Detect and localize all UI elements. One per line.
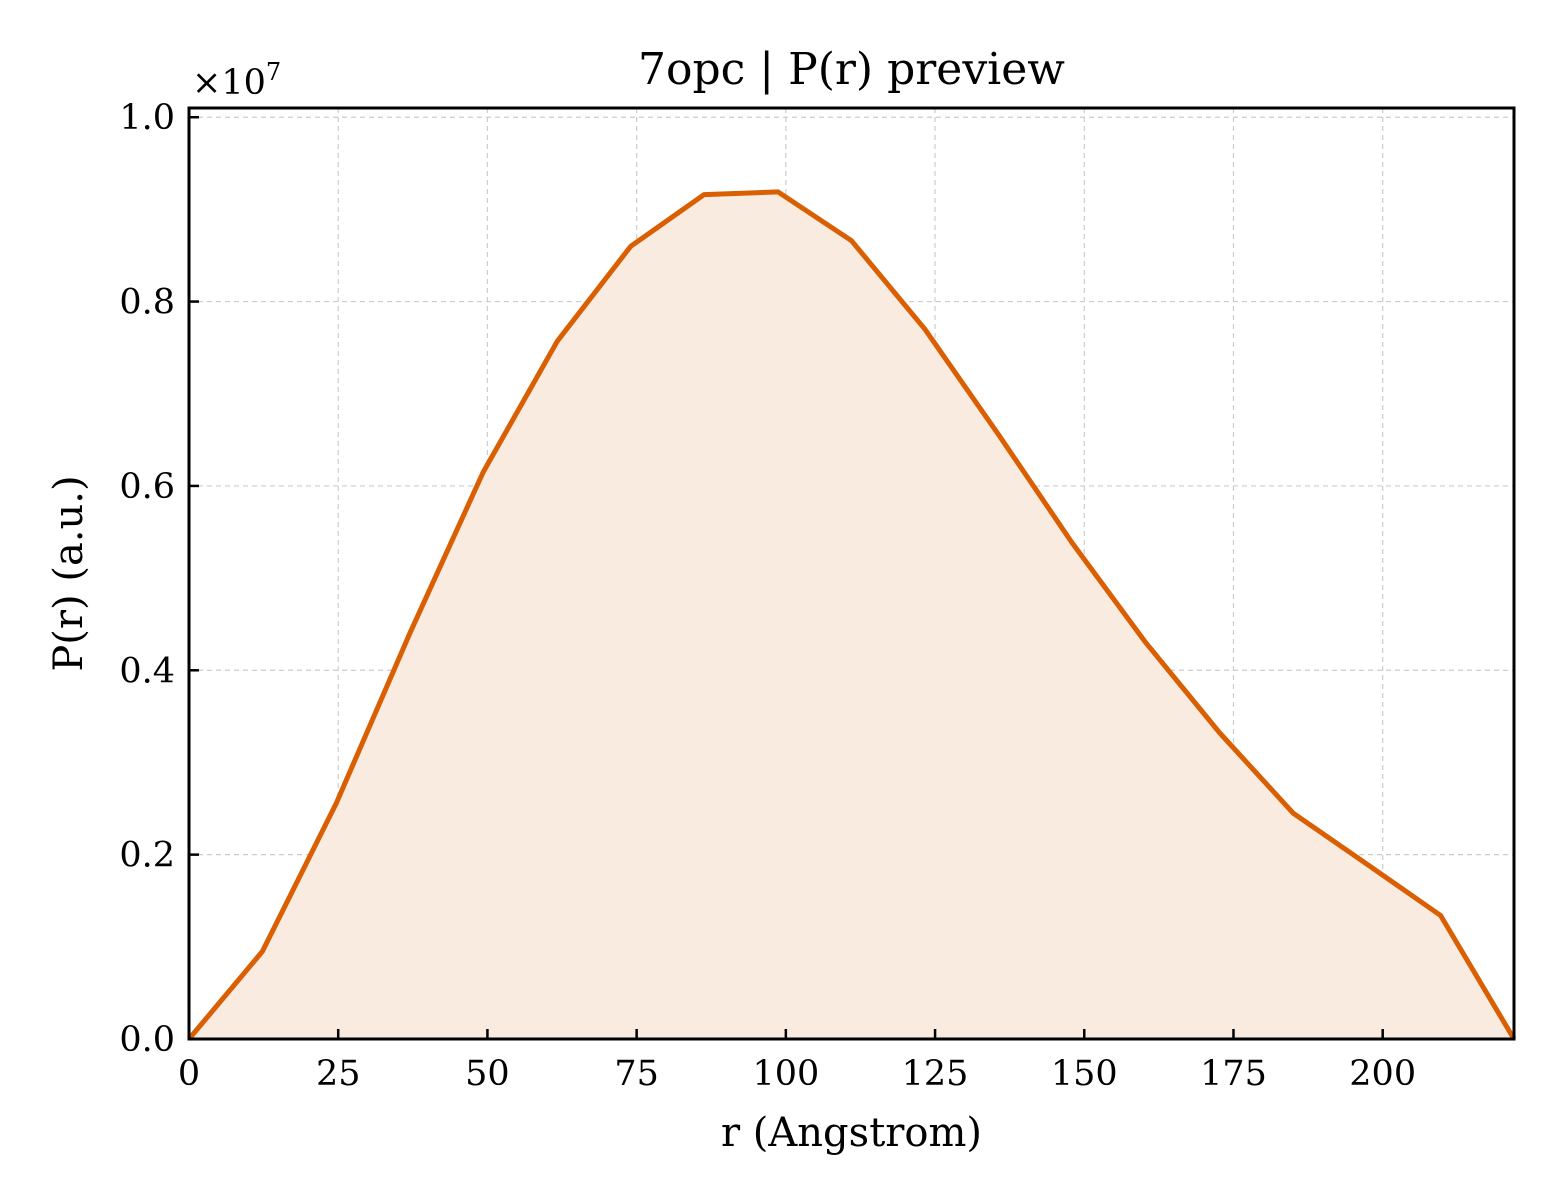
x-tick-label: 150	[1051, 1054, 1118, 1094]
plot-frame	[187, 106, 1516, 1041]
y-offset-exponent: 7	[266, 58, 281, 86]
x-tick-label: 75	[614, 1054, 659, 1094]
y-tick-label: 0.0	[119, 1020, 175, 1060]
y-tick-label: 0.8	[119, 283, 175, 323]
x-tick-label: 50	[465, 1054, 510, 1094]
y-tick-label: 0.6	[119, 467, 175, 507]
x-tick-label: 200	[1349, 1054, 1416, 1094]
ticks: 0 25 50 75 100 125 150 175 200 0.0 0.2 0.4 0.6 0.8 1.0	[119, 98, 1416, 1094]
y-tick-label: 0.2	[119, 836, 175, 876]
x-tick-label: 0	[178, 1054, 200, 1094]
y-tick-label: 0.4	[119, 651, 175, 691]
pr-area-fill	[189, 191, 1514, 1039]
y-offset-label: ×107	[192, 58, 281, 103]
y-tick-label: 1.0	[119, 98, 175, 138]
x-tick-label: 25	[316, 1054, 361, 1094]
chart-title: 7opc | P(r) preview	[638, 44, 1065, 95]
x-tick-label: 100	[752, 1054, 819, 1094]
y-offset-base: ×10	[192, 63, 266, 103]
x-axis-title: r (Angstrom)	[721, 1110, 982, 1156]
y-axis-title: P(r) (a.u.)	[46, 475, 92, 671]
pr-series-line	[187, 189, 1517, 1041]
x-tick-label: 125	[902, 1054, 969, 1094]
x-tick-label: 175	[1200, 1054, 1267, 1094]
